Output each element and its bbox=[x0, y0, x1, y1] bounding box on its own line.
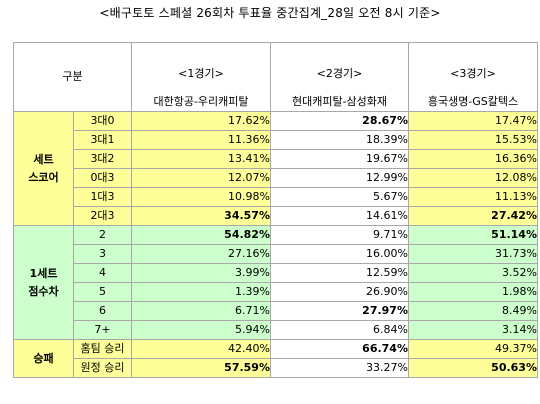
row-label: 3 bbox=[73, 244, 132, 264]
game-1-value: 10.98% bbox=[131, 187, 271, 207]
row-label: 원정 승리 bbox=[73, 358, 132, 378]
game-1-value: 17.62% bbox=[131, 111, 271, 131]
game-2-value: 16.00% bbox=[270, 244, 409, 264]
set-score-label-line2: 스코어 bbox=[28, 170, 59, 184]
game-2-value: 12.59% bbox=[270, 263, 409, 283]
game-1-value: 11.36% bbox=[131, 130, 271, 150]
game-2-value: 9.71% bbox=[270, 225, 409, 245]
game-1-value: 54.82% bbox=[131, 225, 271, 245]
row-label: 3대1 bbox=[73, 130, 132, 150]
point-diff-label-line2: 점수차 bbox=[28, 284, 59, 298]
game-2-value: 14.61% bbox=[270, 206, 409, 226]
table-row: 4 3.99% 12.59% 3.52% bbox=[14, 263, 538, 283]
row-label: 5 bbox=[73, 282, 132, 302]
game-1-header: <1경기> 대한항공-우리캐피탈 bbox=[131, 42, 271, 112]
table-row: 3대2 13.41% 19.67% 16.36% bbox=[14, 149, 538, 169]
table-row: 3대1 11.36% 18.39% 15.53% bbox=[14, 130, 538, 150]
table-row: 5 1.39% 26.90% 1.98% bbox=[14, 282, 538, 302]
row-label: 7+ bbox=[73, 320, 132, 340]
game-2-value: 28.67% bbox=[270, 111, 409, 131]
game-3-value: 1.98% bbox=[408, 282, 538, 302]
game-3-value: 31.73% bbox=[408, 244, 538, 264]
game-2-number: <2경기> bbox=[316, 67, 363, 80]
game-2-value: 18.39% bbox=[270, 130, 409, 150]
point-diff-section-label: 1세트 점수차 bbox=[13, 225, 74, 340]
game-1-number: <1경기> bbox=[178, 67, 224, 80]
table-row: 2대3 34.57% 14.61% 27.42% bbox=[14, 206, 538, 226]
game-3-value: 8.49% bbox=[408, 301, 538, 321]
game-1-value: 3.99% bbox=[131, 263, 271, 283]
table-row: 승패 홈팀 승리 42.40% 66.74% 49.37% bbox=[13, 339, 538, 378]
game-3-value: 16.36% bbox=[408, 149, 538, 169]
point-diff-label-line1: 1세트 bbox=[29, 266, 58, 280]
row-label: 0대3 bbox=[73, 168, 132, 188]
row-label: 3대0 bbox=[73, 111, 132, 131]
game-3-header: <3경기> 흥국생명-GS칼텍스 bbox=[408, 42, 538, 112]
game-2-value: 12.99% bbox=[270, 168, 409, 188]
row-label: 6 bbox=[73, 301, 132, 321]
table-row: 원정 승리 57.59% 33.27% 50.63% bbox=[14, 358, 538, 378]
game-3-value: 49.37% bbox=[408, 339, 538, 359]
game-2-header: <2경기> 현대캐피탈-삼성화재 bbox=[270, 42, 409, 112]
row-label: 3대2 bbox=[73, 149, 132, 169]
table-row: 세트 스코어 3대0 17.62% 28.67% 17.47% bbox=[13, 111, 538, 226]
category-header: 구분 bbox=[13, 42, 132, 112]
game-3-value: 17.47% bbox=[408, 111, 538, 131]
table-row: 7+ 5.94% 6.84% 3.14% bbox=[14, 320, 538, 340]
table-header-row: 구분 <1경기> 대한항공-우리캐피탈 <2경기> 현대캐피탈-삼성화재 <3경… bbox=[13, 42, 538, 112]
table-row: 1세트 점수차 2 54.82% 9.71% 51.14% bbox=[13, 225, 538, 340]
row-label: 2 bbox=[73, 225, 132, 245]
game-2-teams: 현대캐피탈-삼성화재 bbox=[291, 95, 388, 108]
row-label: 4 bbox=[73, 263, 132, 283]
row-label: 1대3 bbox=[73, 187, 132, 207]
row-label: 홈팀 승리 bbox=[73, 339, 132, 359]
result-section-label: 승패 bbox=[13, 339, 74, 378]
game-2-value: 33.27% bbox=[270, 358, 409, 378]
game-3-value: 3.14% bbox=[408, 320, 538, 340]
game-3-value: 3.52% bbox=[408, 263, 538, 283]
game-2-value: 19.67% bbox=[270, 149, 409, 169]
game-1-value: 5.94% bbox=[131, 320, 271, 340]
game-3-value: 12.08% bbox=[408, 168, 538, 188]
game-3-number: <3경기> bbox=[450, 67, 496, 80]
game-2-value: 66.74% bbox=[270, 339, 409, 359]
game-1-value: 27.16% bbox=[131, 244, 271, 264]
game-2-value: 5.67% bbox=[270, 187, 409, 207]
row-label: 2대3 bbox=[73, 206, 132, 226]
game-1-value: 57.59% bbox=[131, 358, 271, 378]
game-3-value: 11.13% bbox=[408, 187, 538, 207]
game-1-value: 1.39% bbox=[131, 282, 271, 302]
game-3-value: 50.63% bbox=[408, 358, 538, 378]
game-1-value: 6.71% bbox=[131, 301, 271, 321]
set-score-label-line1: 세트 bbox=[33, 152, 54, 166]
game-3-teams: 흥국생명-GS칼텍스 bbox=[427, 95, 519, 108]
table-row: 0대3 12.07% 12.99% 12.08% bbox=[14, 168, 538, 188]
game-1-teams: 대한항공-우리캐피탈 bbox=[153, 95, 249, 108]
game-1-value: 34.57% bbox=[131, 206, 271, 226]
game-2-value: 27.97% bbox=[270, 301, 409, 321]
game-2-value: 26.90% bbox=[270, 282, 409, 302]
table-row: 1대3 10.98% 5.67% 11.13% bbox=[14, 187, 538, 207]
table-row: 6 6.71% 27.97% 8.49% bbox=[14, 301, 538, 321]
game-3-value: 27.42% bbox=[408, 206, 538, 226]
vote-rate-table: 구분 <1경기> 대한항공-우리캐피탈 <2경기> 현대캐피탈-삼성화재 <3경… bbox=[13, 42, 538, 378]
table-row: 3 27.16% 16.00% 31.73% bbox=[14, 244, 538, 264]
game-1-value: 13.41% bbox=[131, 149, 271, 169]
page-title: <배구토토 스페셜 26회차 투표율 중간집계_28일 오전 8시 기준> bbox=[99, 6, 441, 20]
set-score-section-label: 세트 스코어 bbox=[13, 111, 74, 226]
game-1-value: 42.40% bbox=[131, 339, 271, 359]
game-3-value: 15.53% bbox=[408, 130, 538, 150]
game-3-value: 51.14% bbox=[408, 225, 538, 245]
game-1-value: 12.07% bbox=[131, 168, 271, 188]
game-2-value: 6.84% bbox=[270, 320, 409, 340]
